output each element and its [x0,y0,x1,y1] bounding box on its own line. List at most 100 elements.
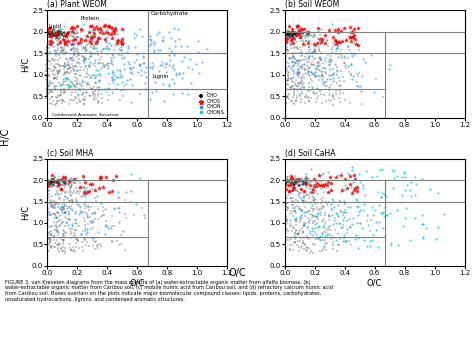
Point [108,188,116,193]
Point [288,198,296,204]
Point [299,77,306,83]
Point [66,42,73,47]
Point [354,79,361,85]
Point [50,180,57,185]
Point [51,176,59,181]
Point [102,222,110,227]
Point [290,90,297,96]
Point [60,179,68,185]
Point [287,85,295,90]
Point [312,69,319,75]
Point [93,193,101,198]
Point [386,62,393,67]
Point [122,215,129,221]
Text: FIGURE 3. van Krevelen diagrams from the mass spectra of (a) water-extractable o: FIGURE 3. van Krevelen diagrams from the… [5,280,333,302]
Point [73,28,81,34]
Point [289,182,297,187]
Point [282,182,289,188]
Point [319,39,327,45]
Point [64,44,72,49]
Point [70,43,78,48]
Point [98,95,105,100]
Point [302,50,310,56]
Point [343,226,351,232]
Point [380,191,387,197]
Point [81,210,88,215]
Point [300,80,307,86]
Point [49,58,57,64]
Point [102,86,110,91]
Point [53,36,61,41]
Point [50,44,57,49]
Point [301,54,309,60]
Point [284,31,292,36]
Point [79,45,87,50]
Point [47,32,55,38]
Point [330,235,337,241]
Point [165,29,173,34]
Point [336,89,344,94]
Point [302,175,310,180]
Point [303,59,310,65]
Point [98,212,105,217]
Point [299,180,307,186]
Point [306,186,314,192]
Point [46,180,54,186]
Point [353,197,361,203]
Point [291,177,298,183]
Point [316,39,323,44]
Point [80,102,88,107]
Point [299,32,307,37]
Point [337,28,345,33]
Point [283,30,291,36]
Point [291,30,299,35]
Point [286,190,294,195]
Point [332,221,340,226]
Point [292,44,299,49]
Point [320,92,328,98]
Point [49,72,56,77]
Point [49,182,56,188]
Point [311,74,319,79]
Point [136,91,144,97]
Point [97,65,105,71]
Point [46,30,54,35]
Point [289,31,297,36]
Point [291,30,299,36]
Point [61,80,68,85]
Point [155,68,163,74]
Point [382,212,389,218]
Point [59,238,67,243]
Point [334,231,342,236]
Point [48,177,56,183]
Point [44,217,52,222]
Point [311,182,319,187]
Point [85,64,92,69]
Point [291,88,298,94]
Point [59,32,66,37]
Point [294,232,302,237]
Point [286,243,294,248]
Point [100,31,107,36]
Point [295,206,303,212]
Point [309,61,316,67]
Point [338,52,346,57]
Point [342,238,349,244]
Point [53,216,61,221]
Point [294,181,302,187]
Point [326,212,333,218]
Point [66,98,74,103]
Point [304,95,312,100]
Point [96,241,104,247]
Point [354,245,362,251]
Point [68,46,76,51]
Point [109,52,117,58]
Point [76,180,83,186]
Point [294,67,301,72]
Point [68,226,76,232]
Point [46,100,54,106]
Point [68,183,75,188]
Point [68,55,75,60]
Point [60,189,67,194]
Point [295,29,303,34]
